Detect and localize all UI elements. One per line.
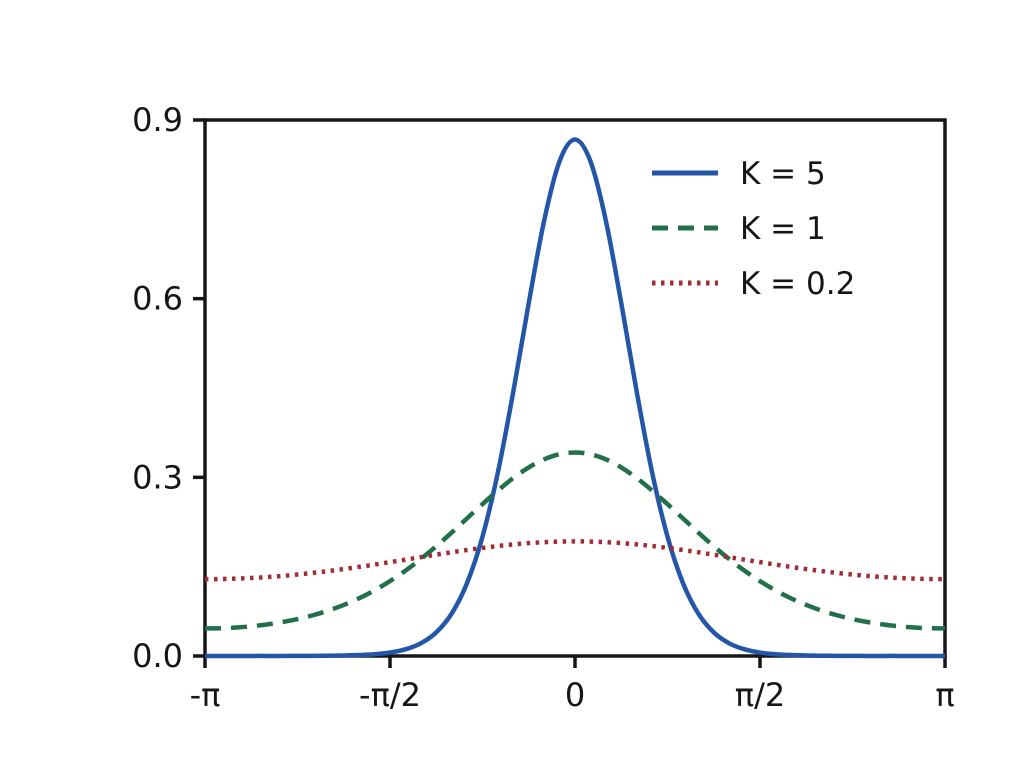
- y-axis-tick-label: 0.9: [132, 101, 183, 139]
- series-line-k-5: [205, 137, 945, 659]
- x-axis-tick-label: -π: [190, 676, 221, 714]
- legend-label: K = 1: [740, 211, 826, 247]
- x-axis-tick-label: -π/2: [359, 676, 421, 714]
- y-axis-tick-label: 0.0: [132, 637, 183, 675]
- legend-label: K = 5: [740, 156, 826, 192]
- y-axis-tick-label: 0.3: [132, 458, 183, 496]
- series-line-k-1: [204, 450, 946, 631]
- x-axis-tick-label: π/2: [735, 676, 785, 714]
- x-axis-tick-label: π: [935, 676, 954, 714]
- legend-label: K = 0.2: [740, 266, 855, 302]
- plot-frame: [203, 118, 947, 658]
- x-axis-tick-label: 0: [565, 676, 585, 714]
- legend: K = 5 K = 1 K = 0.2: [652, 156, 855, 302]
- series-line-k-0.2: [204, 539, 946, 582]
- y-axis-tick-label: 0.6: [132, 280, 183, 318]
